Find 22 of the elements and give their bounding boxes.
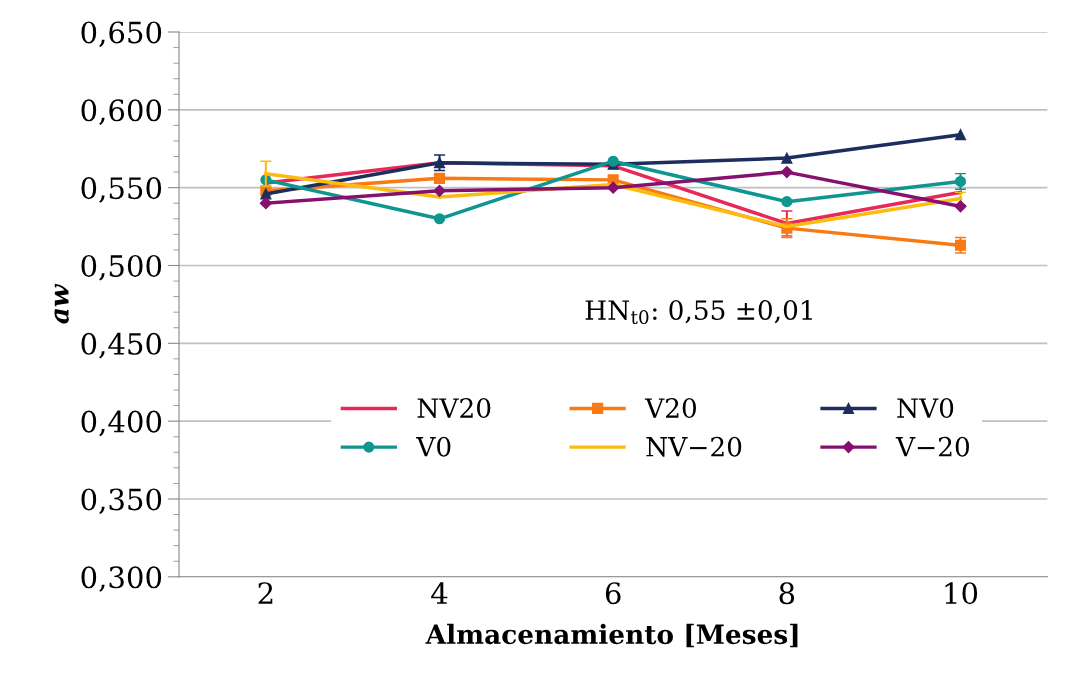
- x-tick-label: 10: [945, 582, 978, 605]
- legend-label: V0: [416, 436, 451, 457]
- annotation: HN$_{t0}$: 0,55 ±0,01: [585, 300, 812, 325]
- y-tick-label: 0,450: [81, 332, 162, 359]
- y-tick-label: 0,500: [81, 254, 162, 281]
- y-axis-title: aw: [54, 283, 69, 324]
- y-tick-label: 0,400: [81, 410, 162, 437]
- x-axis-title: Almacenamiento [Meses]: [425, 623, 798, 648]
- y-tick-label: 0,550: [81, 177, 162, 203]
- x-tick-label: 8: [779, 582, 795, 605]
- legend-label: V20: [644, 398, 696, 418]
- y-tick-label: 0,300: [81, 566, 162, 592]
- legend-label: NV0: [897, 398, 954, 418]
- legend-label: V−20: [895, 436, 969, 457]
- x-tick-label: 2: [258, 582, 273, 604]
- legend-label: NV20: [417, 398, 491, 418]
- x-tick-label: 4: [431, 582, 448, 604]
- y-tick-label: 0,600: [81, 99, 162, 125]
- y-tick-label: 0,350: [81, 488, 162, 515]
- y-tick-label: 0,650: [81, 21, 162, 48]
- x-tick-label: 6: [605, 582, 621, 605]
- legend-label: NV−20: [646, 436, 742, 457]
